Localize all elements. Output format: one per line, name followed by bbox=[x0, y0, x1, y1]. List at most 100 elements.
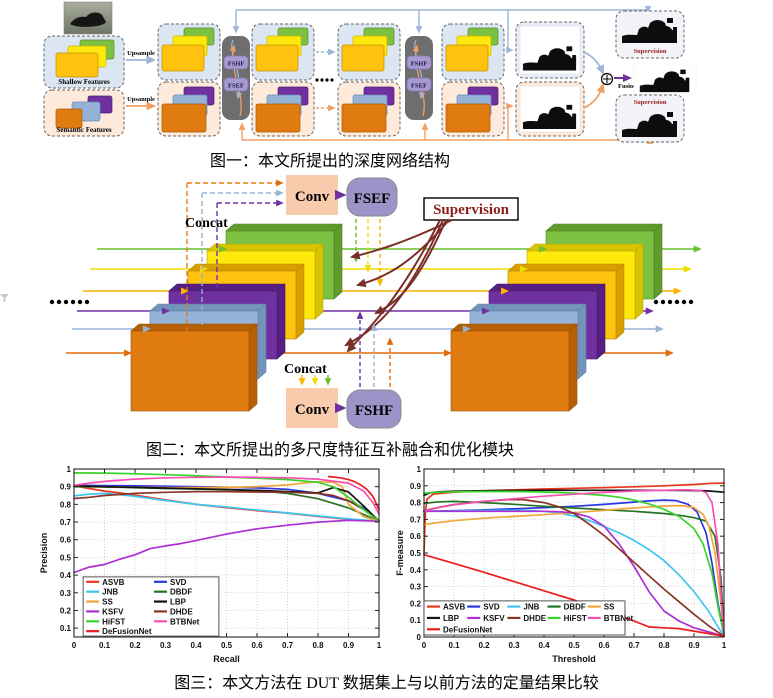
legend-label: KSFV bbox=[483, 614, 505, 623]
legend-label: JNB bbox=[102, 588, 118, 597]
x-tick-label: 0.5 bbox=[568, 641, 580, 650]
figure3-caption: 图三：本文方法在 DUT 数据集上与以前方法的定量结果比较 bbox=[174, 675, 599, 692]
fsef-box bbox=[346, 177, 398, 217]
conv-box bbox=[286, 175, 338, 215]
upsample-bottom: Upsample bbox=[126, 96, 157, 111]
y-tick-label: 0.6 bbox=[410, 532, 422, 541]
legend-label: DBDF bbox=[564, 603, 586, 612]
series-LBP bbox=[73, 484, 380, 523]
gold-slab bbox=[55, 52, 99, 78]
conv-label: Conv bbox=[295, 189, 330, 205]
y-tick-label: 0.8 bbox=[60, 500, 72, 509]
upsample-top: Upsample bbox=[126, 50, 157, 65]
feature-unit bbox=[441, 23, 505, 137]
fshf-box bbox=[346, 389, 402, 429]
series-DeFusionNet bbox=[327, 475, 380, 511]
x-tick-label: 0.6 bbox=[598, 641, 610, 650]
figure3-charts: 0 0.1 0.2 0.3 0.4 0.5 0.6 0.7 0.8 0.9 1 0.1 0.2 0.3 0.… bbox=[0, 462, 773, 667]
legend: ASVB SVD JNB DBDF SS LBP KSFV DHDE HiFST BTBNet De… bbox=[423, 600, 633, 636]
y-tick-label: 0.7 bbox=[60, 518, 72, 527]
feature-slab-stacks bbox=[49, 223, 702, 412]
y-tick-label: 0.7 bbox=[410, 515, 422, 524]
y-tick-label: 1 bbox=[67, 465, 72, 474]
x-tick-label: 0.7 bbox=[282, 641, 294, 650]
series-HiFST bbox=[73, 472, 380, 523]
legend-label: HiFST bbox=[564, 614, 587, 623]
concat-bottom-group: Concat bbox=[284, 362, 332, 386]
legend-label: DBDF bbox=[170, 588, 192, 597]
legend-label: SS bbox=[102, 598, 113, 607]
series-SVD bbox=[423, 499, 725, 637]
shallow-features-label: Shallow Features bbox=[58, 78, 110, 86]
legend-label: LBP bbox=[170, 598, 187, 607]
x-tick-label: 0.3 bbox=[508, 641, 520, 650]
y-tick-label: 0.2 bbox=[410, 599, 422, 608]
conv-label: Conv bbox=[295, 402, 330, 418]
y-axis-label: Precision bbox=[39, 533, 49, 574]
y-tick-label: 0 bbox=[417, 633, 422, 642]
slab-orange bbox=[130, 323, 258, 412]
x-tick-label: 0.3 bbox=[160, 641, 172, 650]
y-tick-label: 0.5 bbox=[60, 553, 72, 562]
x-tick-label: 0.1 bbox=[448, 641, 460, 650]
supervision-label: Supervision bbox=[634, 99, 667, 106]
legend: ASVB SVD JNB DBDF SS LBP KSFV DHDE HiFST BTBNet De… bbox=[82, 576, 220, 637]
chart-left-plot-area: 0 0.1 0.2 0.3 0.4 0.5 0.6 0.7 0.8 0.9 10.10.20.30.… bbox=[39, 465, 382, 664]
series-BTBNet bbox=[73, 476, 380, 515]
legend-label: KSFV bbox=[102, 607, 124, 616]
orange-slab bbox=[55, 108, 83, 129]
y-tick-label: 0.3 bbox=[60, 589, 72, 598]
concat-label: Concat bbox=[284, 362, 327, 377]
y-tick-label: 0.5 bbox=[410, 549, 422, 558]
x-tick-label: 0 bbox=[72, 641, 77, 650]
feature-unit bbox=[337, 23, 401, 137]
x-tick-label: 1 bbox=[377, 641, 382, 650]
precision-recall-chart: 0 0.1 0.2 0.3 0.4 0.5 0.6 0.7 0.8 0.9 10.10.20.30.… bbox=[39, 465, 382, 664]
x-axis-label: Threshold bbox=[552, 654, 596, 664]
y-tick-label: 0.4 bbox=[410, 566, 422, 575]
conv-fshf-group: Conv FSHF bbox=[286, 311, 402, 429]
fusion-label: Fusion bbox=[618, 83, 637, 90]
fshf-fsef-module: FSHF FSEF bbox=[405, 36, 433, 120]
fusion-node: Fusion bbox=[583, 51, 637, 109]
fshf-fsef-module: FSHF FSEF bbox=[222, 36, 250, 120]
legend-label: SS bbox=[604, 603, 615, 612]
x-tick-label: 1 bbox=[722, 641, 727, 650]
x-tick-label: 0.1 bbox=[99, 641, 111, 650]
fshf-label: FSHF bbox=[355, 403, 393, 419]
legend-label: DeFusionNet bbox=[443, 625, 493, 634]
supervision-box-bottom: Supervision bbox=[615, 94, 685, 143]
y-tick-label: 0.8 bbox=[410, 499, 422, 508]
final-saliency-map bbox=[633, 63, 697, 95]
y-tick-label: 0.1 bbox=[410, 616, 422, 625]
legend-label: DeFusionNet bbox=[102, 627, 152, 636]
y-tick-label: 0.2 bbox=[60, 606, 72, 615]
feature-unit bbox=[157, 23, 221, 137]
y-tick-label: 0.3 bbox=[410, 583, 422, 592]
series-SS bbox=[423, 504, 725, 637]
legend-label: ASVB bbox=[102, 578, 124, 587]
series-DBDF bbox=[423, 500, 725, 637]
slab-orange bbox=[450, 323, 578, 412]
y-tick-label: 0.9 bbox=[60, 483, 72, 492]
chart-right-plot-area: 0 0.1 0.2 0.3 0.4 0.5 0.6 0.7 0.8 0.9 1 0 0.1 0.2 0.3 0… bbox=[395, 465, 727, 664]
semantic-features-box: Semantic Features bbox=[43, 89, 125, 137]
legend-label: DHDE bbox=[523, 614, 546, 623]
x-tick-label: 0.7 bbox=[628, 641, 640, 650]
prediction-map-shallow bbox=[515, 21, 585, 79]
fshf-label: FSHF bbox=[411, 61, 428, 68]
x-tick-label: 0.8 bbox=[312, 641, 324, 650]
concat-label: Concat bbox=[185, 216, 228, 231]
legend-label: HiFST bbox=[102, 617, 125, 626]
x-tick-label: 0.4 bbox=[538, 641, 550, 650]
concat-top-group: Concat bbox=[185, 179, 284, 347]
upsample-label: Upsample bbox=[127, 50, 155, 57]
x-axis-label: Recall bbox=[213, 654, 240, 664]
x-tick-label: 0.8 bbox=[658, 641, 670, 650]
x-tick-label: 0.2 bbox=[478, 641, 490, 650]
series-HiFST bbox=[423, 490, 725, 637]
figure1-architecture-diagram: Shallow Features Semantic Features Upsam… bbox=[43, 1, 697, 144]
y-tick-label: 0.6 bbox=[60, 536, 72, 545]
x-tick-label: 0.6 bbox=[251, 641, 263, 650]
